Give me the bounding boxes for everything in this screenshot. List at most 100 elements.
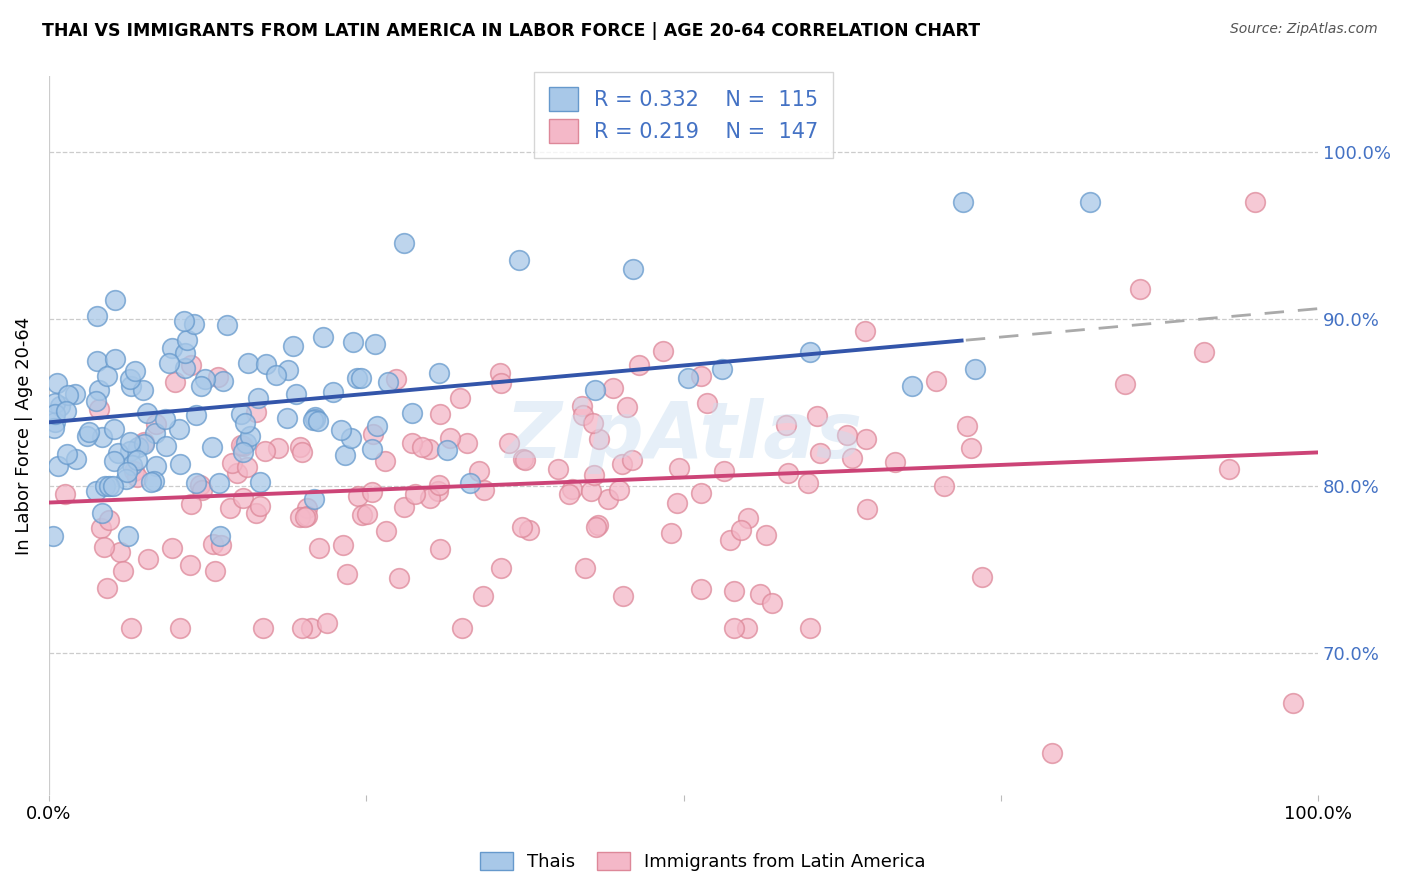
- Point: [143, 425, 166, 440]
- Point: [427, 366, 450, 380]
- Point: [201, 440, 224, 454]
- Point: [117, 529, 139, 543]
- Point: [304, 411, 326, 425]
- Point: [90, 521, 112, 535]
- Point: [252, 621, 274, 635]
- Point: [436, 442, 458, 457]
- Point: [689, 582, 711, 596]
- Point: [276, 411, 298, 425]
- Point: [404, 486, 426, 500]
- Point: [689, 485, 711, 500]
- Point: [561, 483, 583, 497]
- Point: [718, 533, 741, 548]
- Point: [959, 441, 981, 455]
- Point: [710, 361, 733, 376]
- Point: [602, 381, 624, 395]
- Point: [884, 454, 907, 468]
- Point: [730, 523, 752, 537]
- Point: [249, 475, 271, 489]
- Point: [468, 464, 491, 478]
- Point: [581, 484, 603, 499]
- Point: [183, 317, 205, 331]
- Point: [429, 407, 451, 421]
- Point: [127, 470, 149, 484]
- Point: [120, 621, 142, 635]
- Point: [952, 194, 974, 209]
- Point: [304, 410, 326, 425]
- Point: [112, 564, 135, 578]
- Point: [163, 375, 186, 389]
- Point: [186, 476, 208, 491]
- Point: [232, 491, 254, 505]
- Point: [776, 467, 799, 481]
- Point: [439, 431, 461, 445]
- Point: [427, 478, 450, 492]
- Point: [315, 616, 337, 631]
- Point: [232, 439, 254, 453]
- Point: [498, 436, 520, 450]
- Point: [489, 367, 512, 381]
- Point: [1040, 746, 1063, 760]
- Point: [513, 453, 536, 467]
- Point: [925, 374, 948, 388]
- Point: [350, 371, 373, 385]
- Point: [169, 422, 191, 436]
- Point: [508, 253, 530, 268]
- Point: [145, 458, 167, 473]
- Point: [347, 489, 370, 503]
- Point: [598, 491, 620, 506]
- Point: [103, 454, 125, 468]
- Point: [841, 451, 863, 466]
- Point: [266, 368, 288, 383]
- Point: [63, 387, 86, 401]
- Point: [209, 538, 232, 552]
- Text: ZipAtlas: ZipAtlas: [505, 398, 862, 474]
- Point: [339, 431, 361, 445]
- Point: [835, 428, 858, 442]
- Point: [84, 483, 107, 498]
- Point: [288, 509, 311, 524]
- Point: [136, 406, 159, 420]
- Point: [558, 486, 581, 500]
- Point: [456, 435, 478, 450]
- Point: [427, 484, 450, 499]
- Point: [44, 420, 66, 434]
- Point: [666, 496, 689, 510]
- Y-axis label: In Labor Force | Age 20-64: In Labor Force | Age 20-64: [15, 317, 32, 555]
- Point: [1129, 282, 1152, 296]
- Point: [332, 538, 354, 552]
- Point: [142, 475, 165, 489]
- Point: [853, 324, 876, 338]
- Text: THAI VS IMMIGRANTS FROM LATIN AMERICA IN LABOR FORCE | AGE 20-64 CORRELATION CHA: THAI VS IMMIGRANTS FROM LATIN AMERICA IN…: [42, 22, 980, 40]
- Point: [121, 458, 143, 473]
- Point: [103, 422, 125, 436]
- Point: [108, 545, 131, 559]
- Point: [155, 439, 177, 453]
- Point: [285, 387, 308, 401]
- Point: [1243, 194, 1265, 209]
- Point: [76, 428, 98, 442]
- Point: [356, 507, 378, 521]
- Point: [232, 445, 254, 459]
- Point: [678, 371, 700, 385]
- Point: [290, 440, 312, 454]
- Point: [157, 356, 180, 370]
- Point: [118, 434, 141, 449]
- Point: [806, 409, 828, 424]
- Point: [308, 541, 330, 556]
- Point: [856, 502, 879, 516]
- Point: [375, 524, 398, 538]
- Point: [124, 364, 146, 378]
- Point: [125, 453, 148, 467]
- Point: [236, 355, 259, 369]
- Point: [115, 466, 138, 480]
- Point: [86, 310, 108, 324]
- Point: [91, 430, 114, 444]
- Point: [180, 497, 202, 511]
- Point: [574, 560, 596, 574]
- Point: [218, 501, 240, 516]
- Point: [174, 346, 197, 360]
- Point: [361, 426, 384, 441]
- Point: [188, 478, 211, 492]
- Point: [84, 394, 107, 409]
